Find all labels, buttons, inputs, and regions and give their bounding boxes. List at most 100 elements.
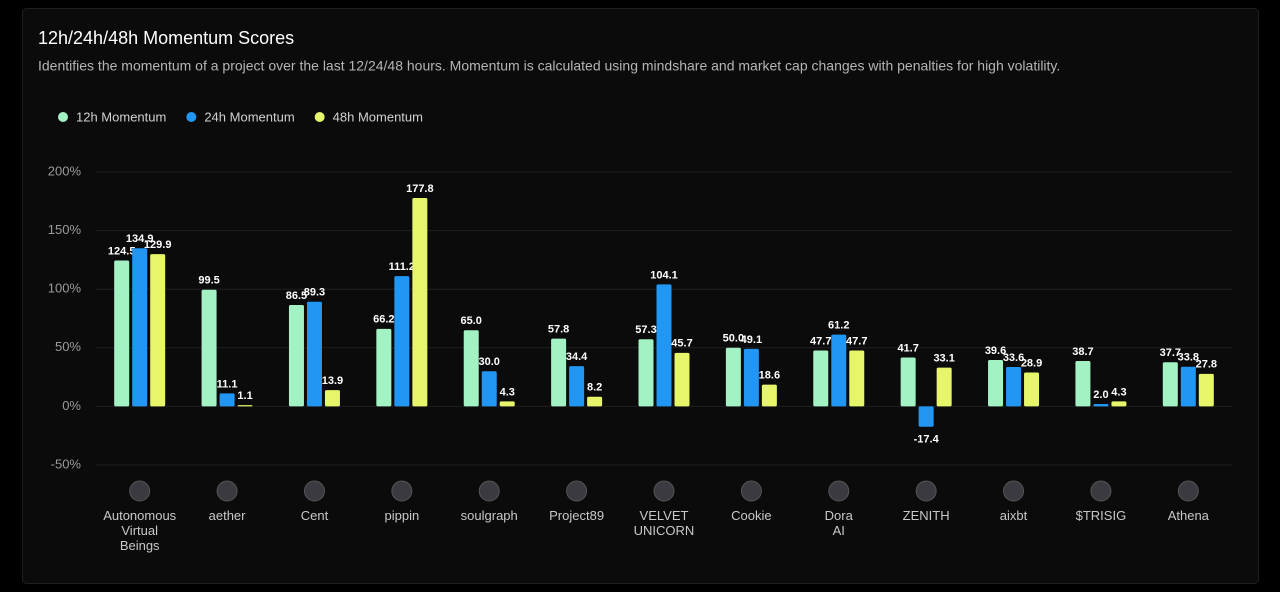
x-tick-label: soulgraph bbox=[461, 508, 518, 523]
value-label: 34.4 bbox=[566, 351, 588, 363]
value-label: 61.2 bbox=[828, 320, 849, 332]
bar bbox=[1162, 362, 1178, 407]
x-tick-label: Cent bbox=[301, 508, 329, 523]
value-label: 134.9 bbox=[126, 233, 154, 245]
x-tick-label-line: aixbt bbox=[1000, 508, 1028, 523]
card bbox=[22, 8, 1259, 584]
y-tick-label: -50% bbox=[51, 456, 82, 471]
value-label: 57.3 bbox=[635, 324, 656, 336]
value-label: 33.8 bbox=[1178, 352, 1199, 364]
bar bbox=[1075, 361, 1091, 407]
bar bbox=[1006, 367, 1022, 407]
project-icon bbox=[740, 480, 762, 502]
project-icon bbox=[653, 480, 675, 502]
bar bbox=[725, 347, 741, 407]
value-label: 1.1 bbox=[237, 390, 252, 402]
bar bbox=[150, 254, 166, 407]
value-label: 39.6 bbox=[985, 345, 1006, 357]
y-tick-label: 100% bbox=[48, 281, 82, 296]
legend-swatch bbox=[58, 112, 68, 122]
x-tick-label: Autonomous Virtual Beings bbox=[103, 508, 176, 553]
bar bbox=[499, 401, 515, 407]
value-label: 111.2 bbox=[389, 261, 415, 273]
bar bbox=[988, 359, 1004, 407]
value-label: 38.7 bbox=[1072, 346, 1093, 358]
bar bbox=[1180, 366, 1196, 407]
project-icon bbox=[216, 480, 238, 502]
value-label: 27.8 bbox=[1196, 359, 1217, 371]
bar bbox=[376, 328, 392, 407]
bar bbox=[849, 350, 865, 407]
legend-label: 12h Momentum bbox=[76, 109, 166, 124]
x-tick-label-line: aether bbox=[209, 508, 247, 523]
value-label: 99.5 bbox=[198, 275, 219, 287]
legend-label: 48h Momentum bbox=[333, 109, 423, 124]
value-label: 41.7 bbox=[897, 342, 918, 354]
bar bbox=[1198, 373, 1214, 407]
bar bbox=[936, 367, 952, 407]
project-icon bbox=[129, 480, 151, 502]
value-label: 8.2 bbox=[587, 382, 602, 394]
bar bbox=[761, 384, 777, 407]
x-tick-label-line: AI bbox=[833, 523, 845, 538]
x-tick-label: Athena bbox=[1168, 508, 1210, 523]
value-label: 50.0 bbox=[723, 333, 744, 345]
value-label: 30.0 bbox=[479, 356, 500, 368]
project-icon bbox=[1090, 480, 1112, 502]
x-tick-label-line: Cent bbox=[301, 508, 329, 523]
bar bbox=[1111, 401, 1127, 407]
x-tick-label-line: Virtual bbox=[121, 523, 158, 538]
value-label: 18.6 bbox=[759, 370, 780, 382]
value-label: 177.8 bbox=[406, 183, 434, 195]
x-tick-label: $TRISIG bbox=[1076, 508, 1127, 523]
bar bbox=[481, 371, 497, 407]
value-label: 49.1 bbox=[741, 334, 762, 346]
bar bbox=[219, 393, 235, 407]
bar bbox=[587, 396, 603, 407]
y-tick-label: 150% bbox=[48, 222, 82, 237]
x-tick-label-line: $TRISIG bbox=[1076, 508, 1127, 523]
bar bbox=[237, 405, 253, 407]
bar bbox=[813, 350, 829, 407]
x-tick-label-line: Project89 bbox=[549, 508, 604, 523]
bar bbox=[743, 348, 759, 407]
bar bbox=[656, 284, 672, 407]
value-label: 47.7 bbox=[846, 335, 867, 347]
value-label: 2.0 bbox=[1093, 389, 1108, 401]
value-label: 124.5 bbox=[108, 245, 136, 257]
x-tick-label-line: Cookie bbox=[731, 508, 771, 523]
bar bbox=[638, 339, 654, 407]
bar bbox=[114, 260, 130, 407]
bar bbox=[463, 330, 479, 407]
value-label: -17.4 bbox=[914, 434, 940, 446]
chart-title: 12h/24h/48h Momentum Scores bbox=[38, 28, 294, 48]
x-tick-label: aether bbox=[209, 508, 247, 523]
bar bbox=[918, 406, 934, 427]
x-tick-label-line: pippin bbox=[384, 508, 419, 523]
x-tick-label: aixbt bbox=[1000, 508, 1028, 523]
bar bbox=[1093, 404, 1109, 407]
value-label: 45.7 bbox=[671, 338, 692, 350]
y-tick-label: 0% bbox=[62, 398, 81, 413]
x-tick-label-line: ZENITH bbox=[903, 508, 950, 523]
value-label: 57.8 bbox=[548, 324, 569, 336]
value-label: 37.7 bbox=[1160, 347, 1181, 359]
x-tick-label-line: Dora bbox=[825, 508, 854, 523]
project-icon bbox=[566, 480, 588, 502]
value-label: 104.1 bbox=[650, 269, 678, 281]
project-icon bbox=[915, 480, 937, 502]
project-icon bbox=[1177, 480, 1199, 502]
value-label: 13.9 bbox=[322, 375, 343, 387]
bar bbox=[306, 301, 322, 407]
x-tick-label-line: Beings bbox=[120, 538, 160, 553]
value-label: 11.1 bbox=[217, 378, 238, 390]
x-tick-label-line: Athena bbox=[1168, 508, 1210, 523]
x-tick-label: VELVET UNICORN bbox=[634, 508, 695, 538]
bar bbox=[900, 357, 916, 407]
value-label: 129.9 bbox=[144, 239, 172, 251]
legend-swatch bbox=[314, 112, 325, 122]
project-icon bbox=[303, 480, 325, 502]
bar bbox=[1024, 372, 1040, 407]
